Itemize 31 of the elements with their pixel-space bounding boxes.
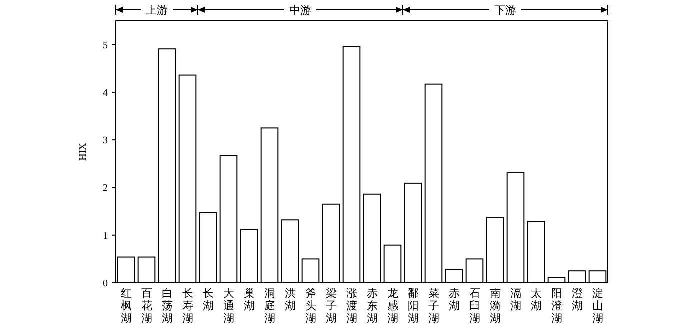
- x-tick-label: 太湖: [530, 287, 542, 312]
- x-tick-label: 长湖: [202, 287, 214, 312]
- x-tick-label: 斧头湖: [305, 288, 316, 325]
- y-tick-label: 2: [103, 183, 108, 194]
- y-tick-label: 4: [103, 88, 108, 99]
- x-tick-label: 百花湖: [141, 288, 152, 325]
- x-tick-label: 大通湖: [223, 287, 234, 325]
- x-tick-label: 石臼湖: [469, 288, 480, 325]
- x-tick-label: 赤湖: [448, 287, 460, 312]
- y-tick-label: 0: [103, 278, 108, 290]
- y-tick-label: 1: [103, 230, 108, 242]
- y-axis-title: HIX: [78, 142, 89, 161]
- x-tick-label: 长寿湖: [182, 287, 194, 325]
- x-tick-label: 菜子湖: [428, 287, 440, 325]
- x-tick-label: 白荡湖: [162, 288, 173, 325]
- x-tick-label: 巢湖: [244, 288, 255, 312]
- x-tick-label: 鄱阳湖: [408, 287, 419, 325]
- y-tick-label: 3: [103, 136, 108, 147]
- x-tick-label: 涨渡湖: [346, 288, 358, 325]
- x-tick-label: 洪湖: [284, 287, 296, 312]
- x-tick-label: 南漪湖: [490, 287, 501, 325]
- x-tick-label: 滆湖: [510, 288, 522, 312]
- x-tick-label: 阳澄湖: [551, 288, 562, 325]
- y-tick-label: 5: [103, 40, 108, 52]
- x-tick-label: 淀山湖: [592, 287, 604, 325]
- x-tick-label: 洞庭湖: [264, 288, 276, 325]
- x-tick-label: 梁子湖: [326, 287, 337, 325]
- x-tick-label: 澄湖: [572, 288, 583, 312]
- x-tick-label: 红枫湖: [120, 288, 132, 325]
- x-tick-label: 赤东湖: [366, 287, 378, 325]
- x-tick-label: 龙感湖: [387, 287, 398, 325]
